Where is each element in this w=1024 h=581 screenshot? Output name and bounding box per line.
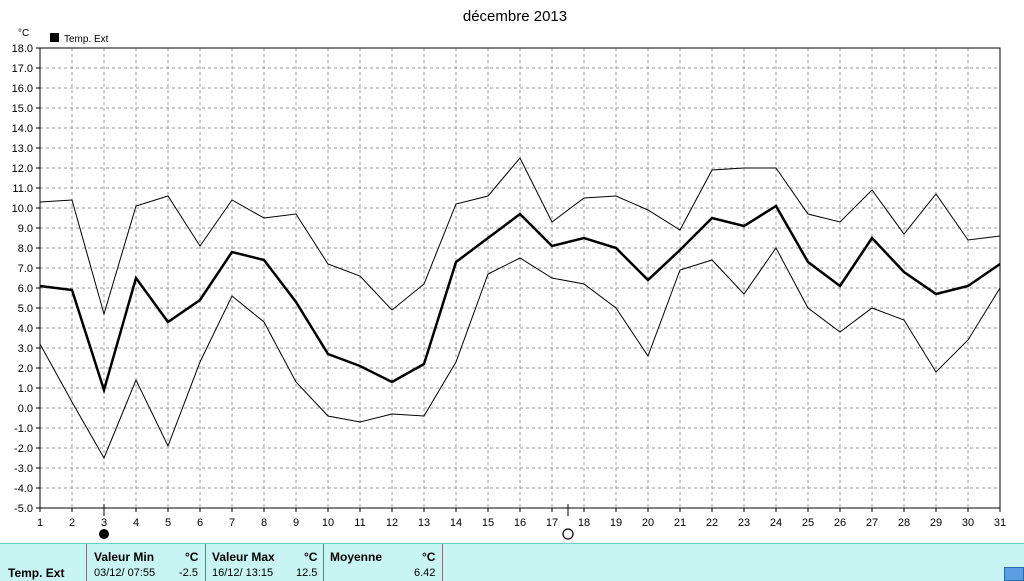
- x-tick-label: 16: [514, 517, 526, 529]
- y-tick-label: 17.0: [12, 63, 33, 75]
- avg-header: Moyenne: [330, 550, 383, 564]
- x-axis: 1 2 3 4 5 6 7 8 9 10 11 12 13 14 15 16 17 18 19 20 21 22 23 24 2…: [37, 508, 1006, 529]
- y-tick-label: -4.0: [14, 483, 33, 495]
- legend-swatch: [50, 33, 59, 42]
- y-tick-label: 9.0: [18, 223, 33, 235]
- y-tick-label: 11.0: [12, 183, 33, 195]
- min-unit: °C: [185, 550, 199, 564]
- y-tick-label: -2.0: [14, 443, 33, 455]
- y-tick-label: 12.0: [12, 163, 33, 175]
- min-datetime: 03/12/ 07:55: [94, 567, 156, 579]
- y-tick-label: 7.0: [18, 263, 33, 275]
- y-tick-label: 5.0: [18, 303, 33, 315]
- y-tick-label: 8.0: [18, 243, 33, 255]
- y-tick-label: 14.0: [12, 123, 33, 135]
- y-axis-unit: °C: [18, 28, 29, 39]
- x-tick-label: 25: [802, 517, 814, 529]
- y-tick-label: 2.0: [18, 363, 33, 375]
- x-tick-label: 29: [930, 517, 942, 529]
- x-tick-label: 21: [674, 517, 686, 529]
- y-tick-label: 15.0: [12, 103, 33, 115]
- x-tick-label: 13: [418, 517, 430, 529]
- y-tick-label: 16.0: [12, 83, 33, 95]
- y-tick-label: 18.0: [12, 43, 33, 55]
- x-tick-label: 3: [101, 517, 107, 529]
- x-tick-label: 18: [578, 517, 590, 529]
- x-tick-label: 17: [546, 517, 558, 529]
- x-tick-label: 1: [37, 517, 43, 529]
- moon-markers: [99, 504, 574, 540]
- x-tick-label: 22: [706, 517, 718, 529]
- x-tick-label: 20: [642, 517, 654, 529]
- y-axis: 18.0 17.0 16.0 15.0 14.0 13.0 12.0 11.0 10.0 9.0 8…: [12, 43, 40, 515]
- x-tick-label: 9: [293, 517, 299, 529]
- series-line-2: [39, 204, 1001, 395]
- x-tick-label: 6: [197, 517, 203, 529]
- max-datetime: 16/12/ 13:15: [212, 567, 274, 579]
- y-tick-label: -1.0: [14, 423, 33, 435]
- max-value: 12.5: [296, 567, 318, 579]
- x-tick-label: 19: [610, 517, 622, 529]
- y-tick-label: -3.0: [14, 463, 33, 475]
- x-tick-label: 14: [450, 517, 462, 529]
- x-tick-label: 5: [165, 517, 171, 529]
- avg-value: 6.42: [414, 567, 436, 579]
- stats-panel: Temp. Ext Valeur Min °C 03/12/ 07:55 -2.…: [0, 543, 1024, 581]
- x-tick-label: 8: [261, 517, 267, 529]
- new-moon-icon: [99, 529, 109, 539]
- x-tick-label: 30: [962, 517, 974, 529]
- x-tick-label: 15: [482, 517, 494, 529]
- x-tick-label: 26: [834, 517, 846, 529]
- y-tick-label: 1.0: [18, 383, 33, 395]
- x-tick-label: 7: [229, 517, 235, 529]
- min-value: -2.5: [179, 567, 198, 579]
- y-tick-label: 0.0: [18, 403, 33, 415]
- x-tick-label: 4: [133, 517, 139, 529]
- x-tick-label: 2: [69, 517, 75, 529]
- avg-box: Moyenne °C 6.42: [323, 544, 443, 581]
- x-tick-label: 28: [898, 517, 910, 529]
- app-icon[interactable]: [1004, 567, 1024, 581]
- max-box: Valeur Max °C 16/12/ 13:15 12.5: [205, 544, 324, 581]
- y-tick-label: 13.0: [12, 143, 33, 155]
- x-tick-label: 27: [866, 517, 878, 529]
- y-tick-label: 10.0: [12, 203, 33, 215]
- y-tick-label: -5.0: [14, 503, 33, 515]
- legend-label: Temp. Ext: [64, 34, 109, 45]
- x-tick-label: 12: [386, 517, 398, 529]
- max-unit: °C: [304, 550, 318, 564]
- grid: [39, 47, 1001, 509]
- x-tick-label: 24: [770, 517, 782, 529]
- y-tick-label: 3.0: [18, 343, 33, 355]
- min-header: Valeur Min: [94, 550, 155, 564]
- x-tick-label: 11: [354, 517, 365, 529]
- series-line-1: [39, 157, 1001, 316]
- stats-row-label: Temp. Ext: [8, 566, 65, 580]
- x-tick-label: 31: [994, 517, 1006, 529]
- y-tick-label: 6.0: [18, 283, 33, 295]
- min-box: Valeur Min °C 03/12/ 07:55 -2.5: [86, 544, 205, 581]
- x-tick-label: 10: [322, 517, 334, 529]
- series-group: [39, 157, 1001, 460]
- temperature-chart: décembre 2013 °C Temp. Ext 18.017.016.01…: [12, 8, 1006, 540]
- series-line-3: [39, 247, 1001, 460]
- chart-title: décembre 2013: [463, 8, 567, 25]
- y-tick-label: 4.0: [18, 323, 33, 335]
- x-tick-label: 23: [738, 517, 750, 529]
- avg-unit: °C: [422, 550, 436, 564]
- full-moon-icon: [562, 528, 574, 540]
- max-header: Valeur Max: [212, 550, 275, 564]
